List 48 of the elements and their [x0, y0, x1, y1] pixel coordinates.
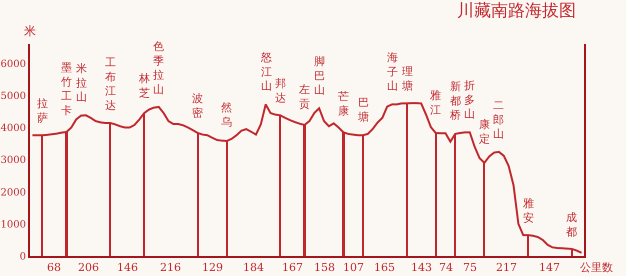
x-tick-label: 波密 [192, 92, 203, 120]
y-axis-title: 米 [24, 24, 36, 38]
y-tick-label: 1000 [0, 219, 26, 230]
text: 107 [343, 261, 364, 274]
x-tick-label: 理塘 [401, 65, 413, 92]
x-tick-label: 米拉山 [76, 62, 87, 104]
x-axis-title: 公里数 [580, 261, 613, 274]
text: 206 [78, 261, 99, 274]
y-tick-label: 5000 [0, 90, 26, 102]
text: 184 [243, 261, 264, 274]
text: 68 [47, 261, 61, 274]
text: 167 [282, 261, 303, 274]
text: 143 [411, 261, 432, 274]
text: 216 [160, 261, 181, 274]
x-tick-label: 色季拉山 [153, 40, 164, 96]
text: 74 [439, 261, 453, 274]
text: 165 [374, 261, 395, 274]
text: 146 [117, 261, 138, 274]
text: 158 [314, 261, 335, 274]
x-tick-label: 折多山 [464, 79, 475, 121]
x-tick-label: 怒江山 [260, 51, 272, 93]
x-tick-label: 然乌 [221, 101, 232, 128]
x-tick-label: 雅江 [430, 89, 441, 116]
x-tick-label: 二郎山 [493, 99, 504, 141]
x-tick-label: 芒康 [338, 90, 349, 118]
text: 147 [539, 261, 560, 274]
x-tick-label: 林芝 [138, 72, 150, 100]
x-tick-label: 巴塘 [357, 96, 369, 124]
x-tick-label: 墨竹工卡 [61, 61, 72, 117]
x-tick-label: 工布江达 [105, 56, 116, 112]
y-tick-label: 2000 [0, 187, 26, 198]
y-tick-label: 6000 [0, 58, 26, 70]
x-tick-label: 邦达 [275, 77, 286, 104]
x-tick-label: 左贡 [299, 83, 310, 110]
y-tick-label: 0 [20, 252, 26, 262]
x-tick-label: 康定 [479, 118, 490, 146]
text: 129 [202, 261, 223, 274]
text: 217 [496, 261, 517, 274]
x-tick-label: 新都桥 [449, 80, 461, 122]
chart-title: 川藏南路海拔图 [456, 1, 576, 22]
x-tick-label: 拉萨 [37, 97, 48, 124]
text: 75 [463, 261, 477, 274]
x-tick-label: 海子山 [387, 51, 398, 93]
y-tick-label: 3000 [0, 155, 26, 166]
x-tick-label: 雅安 [523, 197, 534, 224]
x-tick-label: 成都 [566, 211, 577, 238]
y-tick-label: 4000 [0, 123, 26, 134]
x-tick-label: 脚巴山 [314, 55, 325, 97]
